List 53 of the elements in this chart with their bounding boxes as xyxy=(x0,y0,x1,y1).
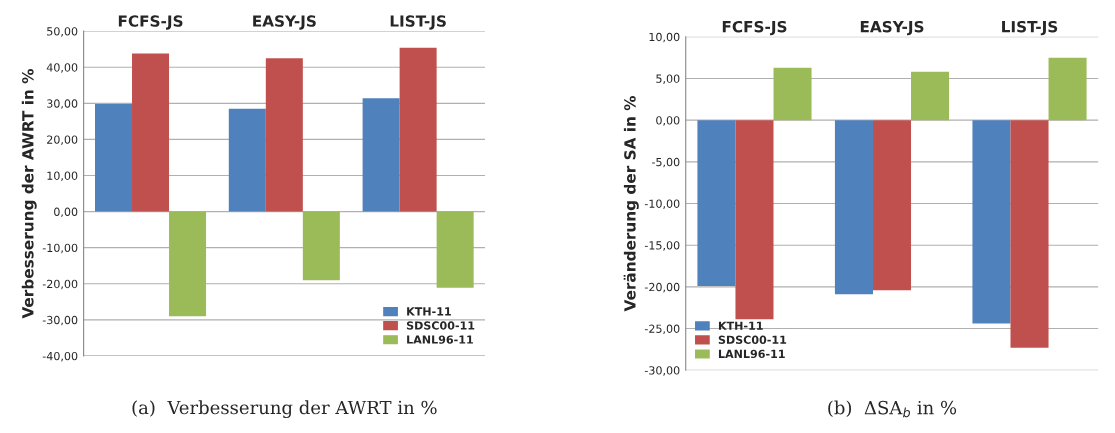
y-axis-title: Veränderung der SA in % xyxy=(623,96,639,312)
y-tick-label: 10,00 xyxy=(649,32,680,43)
bar xyxy=(1048,57,1087,121)
y-tick-label: 20,00 xyxy=(47,135,78,145)
bar xyxy=(911,71,950,121)
y-tick-label: 50,00 xyxy=(47,27,78,37)
y-axis-title: Verbesserung der AWRT in % xyxy=(21,69,37,319)
y-tick-label: -10,00 xyxy=(42,243,78,254)
y-tick-label: -30,00 xyxy=(42,315,78,326)
bar xyxy=(302,211,340,281)
bar xyxy=(265,58,303,212)
x-tick-label: LIST-JS xyxy=(390,15,446,30)
bar xyxy=(362,98,400,212)
legend-label: LANL96-11 xyxy=(718,349,785,359)
y-tick-label: 5,00 xyxy=(656,74,680,84)
bar xyxy=(834,120,873,295)
y-tick-label: -15,00 xyxy=(644,241,680,251)
bar xyxy=(773,67,812,121)
legend-label: SDSC00-11 xyxy=(406,321,475,330)
bar xyxy=(436,211,474,288)
x-tick-label: EASY-JS xyxy=(253,15,316,30)
x-tick-label: FCFS-JS xyxy=(118,15,183,30)
y-tick-label: 30,00 xyxy=(47,99,78,109)
bar xyxy=(132,53,170,212)
x-tick-label: EASY-JS xyxy=(860,20,924,36)
y-tick-label: 10,00 xyxy=(47,171,78,182)
legend-label: KTH-11 xyxy=(407,307,451,316)
legend-label: LANL96-11 xyxy=(407,335,473,344)
bar xyxy=(169,211,207,317)
legend-label: SDSC00-11 xyxy=(718,335,787,344)
legend-label: KTH-11 xyxy=(718,321,763,330)
bar xyxy=(872,120,912,291)
text: (b) ΔSA$_{b}$ in % xyxy=(828,400,957,418)
y-tick-label: -20,00 xyxy=(42,279,78,290)
y-tick-label: -25,00 xyxy=(644,324,680,335)
bar xyxy=(735,120,774,320)
bar xyxy=(972,120,1011,324)
y-tick-label: -40,00 xyxy=(42,351,78,362)
bar xyxy=(95,104,133,212)
y-tick-label: 0,00 xyxy=(656,116,680,126)
y-tick-label: -10,00 xyxy=(644,199,680,210)
bar xyxy=(228,108,266,212)
bar xyxy=(1010,120,1049,348)
bar xyxy=(399,47,437,212)
y-tick-label: -20,00 xyxy=(644,282,680,293)
x-tick-label: LIST-JS xyxy=(1002,20,1058,36)
bar xyxy=(697,120,736,287)
text: (a) Verbesserung der AWRT in % xyxy=(132,400,437,419)
x-tick-label: FCFS-JS xyxy=(722,20,787,36)
y-tick-label: 40,00 xyxy=(46,63,78,73)
y-tick-label: -5,00 xyxy=(651,157,680,168)
y-tick-label: -30,00 xyxy=(644,366,680,376)
y-tick-label: 0,00 xyxy=(54,207,78,218)
